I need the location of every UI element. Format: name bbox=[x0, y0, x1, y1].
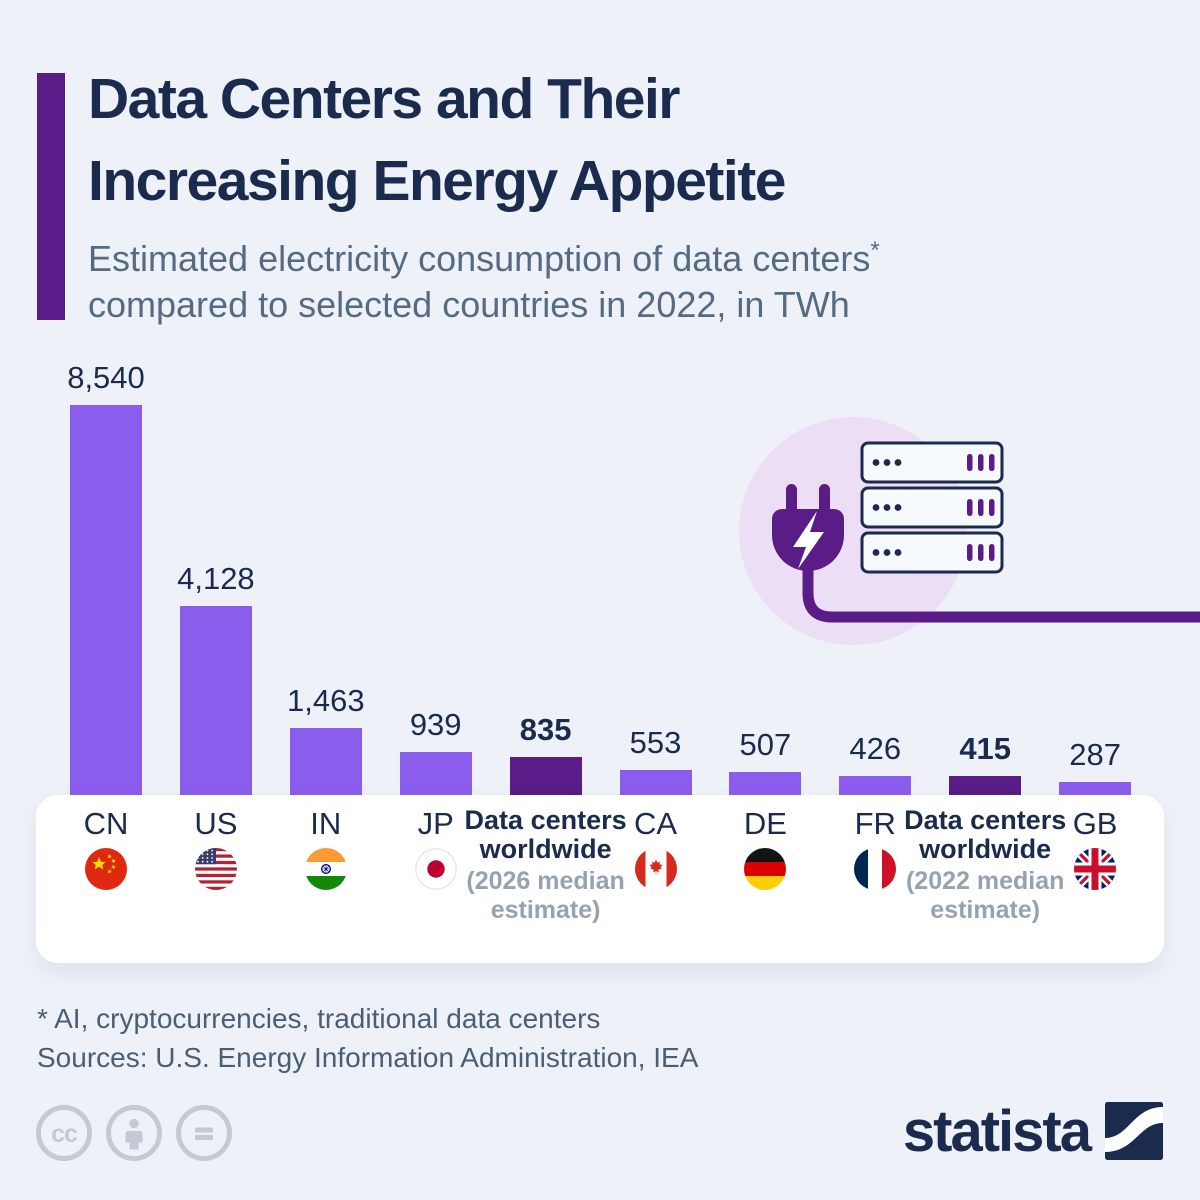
label-code-gb: GB bbox=[1072, 806, 1118, 841]
bar-value-de: 507 bbox=[739, 727, 792, 762]
bar-value-cn: 8,540 bbox=[67, 360, 145, 395]
sources-line: Sources: U.S. Energy Information Adminis… bbox=[37, 1042, 699, 1073]
subtitle-line-1: Estimated electricity consumption of dat… bbox=[88, 238, 871, 279]
label-code-cn: CN bbox=[83, 806, 129, 841]
bar-value-ca: 553 bbox=[629, 725, 682, 760]
india-flag bbox=[304, 848, 347, 890]
bar-de bbox=[729, 772, 802, 795]
bar-dc-2026 bbox=[509, 757, 582, 795]
bar-ca bbox=[619, 770, 692, 795]
bar-value-us: 4,128 bbox=[177, 561, 255, 596]
bar-value-fr: 426 bbox=[849, 731, 902, 766]
label-dc-2022: Data centers worldwide (2022 median estim… bbox=[893, 806, 1078, 925]
label-code-ca: CA bbox=[633, 806, 678, 841]
label-code-de: DE bbox=[743, 806, 787, 841]
label-de: DE bbox=[705, 806, 825, 890]
china-flag bbox=[85, 848, 127, 890]
statista-logo: statista bbox=[903, 1098, 1163, 1164]
bar-dc-2022 bbox=[949, 776, 1022, 795]
bar-value-in: 1,463 bbox=[287, 683, 365, 718]
cc-license-icon: cc bbox=[36, 1105, 92, 1161]
page-subtitle: Estimated electricity consumption of dat… bbox=[88, 228, 1148, 328]
page-title: Data Centers and Their Increasing Energy… bbox=[88, 58, 1148, 222]
label-gb: GB bbox=[1035, 806, 1155, 890]
bar-us bbox=[179, 606, 252, 795]
label-ca: CA bbox=[596, 806, 716, 890]
bar-value-jp: 939 bbox=[409, 707, 462, 742]
label-text-dc-2026: Data centers worldwide bbox=[464, 805, 627, 864]
label-code-jp: JP bbox=[417, 806, 454, 841]
bar-value-dc-2026: 835 bbox=[519, 712, 572, 747]
label-fr: FR bbox=[815, 806, 935, 890]
france-flag bbox=[854, 848, 897, 890]
label-code-fr: FR bbox=[854, 806, 896, 841]
statista-logo-text: statista bbox=[902, 1098, 1092, 1164]
label-code-us: US bbox=[194, 806, 238, 841]
label-us: US bbox=[156, 806, 276, 890]
footnote-block: * AI, cryptocurrencies, traditional data… bbox=[37, 999, 698, 1077]
power-cord-line bbox=[802, 568, 1200, 623]
bar-value-dc-2022: 415 bbox=[959, 731, 1012, 766]
canada-flag bbox=[634, 848, 677, 890]
server-rack-icon bbox=[860, 441, 1004, 574]
bar-fr bbox=[839, 776, 912, 795]
label-code-in: IN bbox=[310, 806, 342, 841]
bar-in bbox=[289, 728, 362, 795]
datacenter-power-illustration bbox=[739, 417, 1200, 645]
uk-flag bbox=[1074, 848, 1117, 890]
label-text-dc-2022: Data centers worldwide bbox=[904, 805, 1067, 864]
title-accent-bar bbox=[37, 73, 65, 320]
label-cn: CN bbox=[46, 806, 166, 890]
label-note-dc-2022: (2022 median estimate) bbox=[905, 867, 1065, 924]
attribution-icon bbox=[106, 1105, 162, 1161]
lightning-bolt-icon bbox=[793, 511, 824, 569]
label-jp: JP bbox=[376, 806, 496, 890]
title-line-1: Data Centers and Their bbox=[88, 67, 681, 131]
no-derivatives-icon bbox=[176, 1105, 232, 1161]
germany-flag bbox=[744, 848, 787, 890]
footnote-asterisk: * bbox=[870, 237, 880, 264]
bar-cn bbox=[70, 405, 142, 795]
japan-flag bbox=[414, 848, 457, 890]
subtitle-line-2: compared to selected countries in 2022, … bbox=[88, 284, 850, 325]
bar-jp bbox=[399, 752, 472, 795]
label-dc-2026: Data centers worldwide (2026 median estim… bbox=[453, 806, 638, 925]
usa-flag bbox=[194, 848, 237, 890]
title-line-2: Increasing Energy Appetite bbox=[88, 149, 786, 213]
bar-value-gb: 287 bbox=[1069, 737, 1121, 772]
license-icons: cc bbox=[35, 1104, 233, 1162]
footnote-line: * AI, cryptocurrencies, traditional data… bbox=[37, 1003, 601, 1034]
svg-text:cc: cc bbox=[51, 1120, 78, 1148]
label-in: IN bbox=[266, 806, 386, 890]
label-note-dc-2026: (2026 median estimate) bbox=[466, 867, 625, 924]
bar-gb bbox=[1059, 782, 1132, 795]
statista-logo-mark bbox=[1105, 1102, 1163, 1160]
power-plug-icon bbox=[772, 484, 844, 571]
